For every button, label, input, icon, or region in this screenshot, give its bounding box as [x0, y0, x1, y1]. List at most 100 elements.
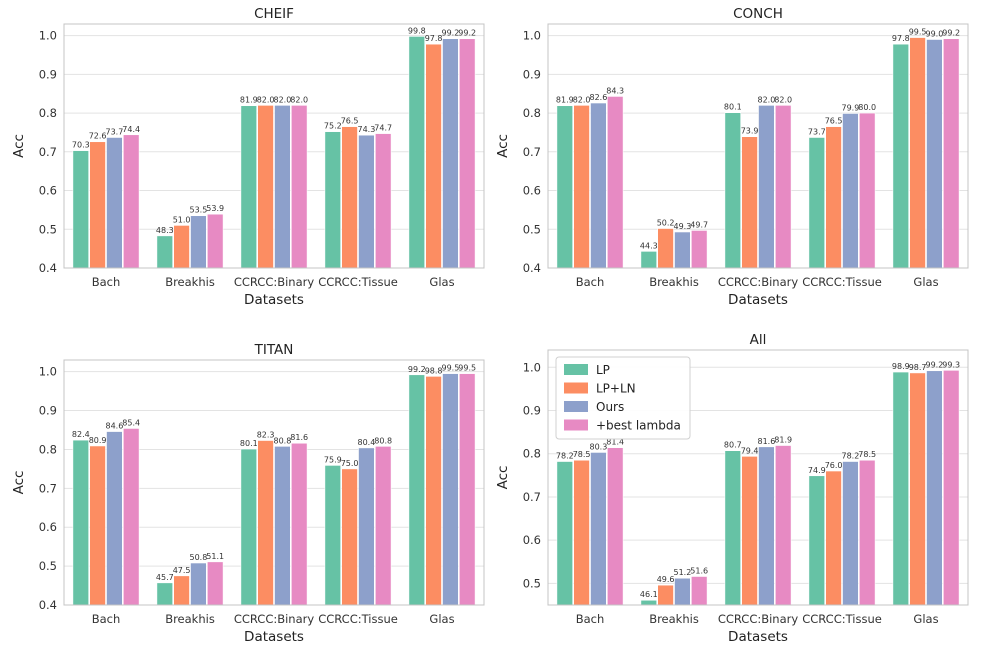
bar-value-label: 85.4 — [122, 418, 140, 427]
bar-value-label: 74.9 — [808, 466, 826, 475]
bar — [72, 439, 90, 606]
y-tick-label: 0.5 — [523, 222, 541, 236]
plot-frame — [63, 23, 485, 269]
bar-value-label: 80.7 — [724, 441, 742, 450]
x-tick-label: Bach — [576, 275, 605, 289]
bar — [458, 373, 476, 606]
legend-label: LP — [596, 363, 610, 377]
bar-value-label: 82.0 — [257, 95, 275, 104]
bar — [573, 459, 590, 606]
bar — [173, 575, 190, 606]
bar-value-label: 74.7 — [374, 124, 392, 133]
y-tick-label: 0.6 — [39, 520, 57, 534]
bar-value-label: 80.1 — [724, 103, 742, 112]
legend-label: LP+LN — [596, 382, 636, 396]
legend-box — [555, 356, 691, 440]
bar-value-label: 74.3 — [357, 125, 375, 134]
bar — [156, 235, 173, 269]
bar-value-label: 80.8 — [273, 436, 291, 445]
x-tick-label: CCRCC:Tissue — [802, 275, 882, 289]
y-axis-label: Acc — [11, 471, 27, 495]
x-axis-label: Datasets — [244, 629, 304, 645]
bar-value-label: 44.3 — [640, 241, 658, 250]
y-tick-label: 0.7 — [39, 145, 57, 159]
x-tick-label: Glas — [429, 275, 454, 289]
bar-value-label: 47.5 — [173, 566, 191, 575]
bar-value-label: 51.6 — [690, 566, 708, 575]
bar — [425, 43, 442, 269]
bar-value-label: 82.0 — [757, 95, 775, 104]
y-tick-label: 0.8 — [523, 106, 541, 120]
bar-value-label: 76.5 — [341, 117, 359, 126]
legend-label: +best lambda — [596, 419, 681, 433]
y-tick-label: 0.6 — [39, 184, 57, 198]
bar-value-label: 79.4 — [741, 446, 759, 455]
bar-value-label: 99.2 — [942, 29, 960, 38]
bar-value-label: 78.2 — [841, 452, 859, 461]
bar — [425, 376, 442, 606]
bar-value-label: 81.9 — [240, 96, 258, 105]
bar — [290, 105, 308, 269]
x-tick-label: Breakhis — [649, 612, 699, 626]
legend-swatch — [564, 401, 588, 412]
bar-value-label: 53.5 — [189, 206, 207, 215]
bar-value-label: 75.0 — [341, 459, 359, 468]
bar — [341, 126, 358, 269]
y-tick-label: 1.0 — [39, 29, 57, 43]
bar — [358, 134, 375, 269]
bar — [324, 465, 341, 606]
bar — [842, 461, 859, 606]
bar-value-label: 99.5 — [909, 28, 927, 37]
bar-value-label: 82.0 — [573, 95, 591, 104]
bar — [156, 582, 173, 606]
bar-value-label: 51.0 — [173, 215, 191, 224]
x-tick-label: Bach — [576, 612, 605, 626]
plot-frame — [63, 359, 485, 606]
bar — [774, 445, 792, 606]
x-axis-label: Datasets — [728, 292, 788, 308]
bar-value-label: 81.6 — [290, 433, 308, 442]
bar — [640, 251, 658, 269]
bar-value-label: 81.9 — [556, 96, 574, 105]
bar-value-label: 49.7 — [690, 220, 708, 229]
x-tick-label: CCRCC:Binary — [234, 275, 315, 289]
y-tick-label: 0.7 — [523, 490, 541, 504]
y-tick-label: 0.4 — [39, 598, 57, 612]
bar-value-label: 79.9 — [841, 103, 859, 112]
bar — [758, 446, 775, 606]
y-tick-label: 0.5 — [39, 222, 57, 236]
bar-value-label: 82.4 — [72, 430, 90, 439]
bar-value-label: 75.2 — [324, 122, 342, 131]
panel-title: CHEIF — [254, 6, 294, 22]
x-tick-label: Glas — [913, 275, 938, 289]
bar-value-label: 98.7 — [909, 363, 927, 372]
bar — [257, 105, 274, 269]
y-tick-label: 0.6 — [523, 533, 541, 547]
bar — [858, 459, 876, 606]
bar — [690, 576, 708, 606]
x-tick-label: CCRCC:Tissue — [802, 612, 882, 626]
y-tick-label: 1.0 — [523, 360, 541, 374]
x-tick-label: Bach — [92, 275, 121, 289]
bar-value-label: 97.8 — [892, 34, 910, 43]
bar — [858, 112, 876, 269]
x-tick-label: Glas — [429, 612, 454, 626]
bar — [741, 136, 758, 269]
bar — [926, 370, 943, 606]
bar — [590, 102, 607, 269]
y-tick-label: 0.7 — [39, 481, 57, 495]
bar — [808, 137, 826, 269]
panel-title: CONCH — [733, 6, 783, 22]
bar-value-label: 99.5 — [441, 364, 459, 373]
bar — [458, 38, 476, 269]
x-tick-label: CCRCC:Binary — [718, 612, 799, 626]
bar-value-label: 80.1 — [240, 439, 258, 448]
bar — [240, 448, 257, 606]
bar-value-label: 76.5 — [825, 117, 843, 126]
bar-value-label: 48.3 — [156, 226, 174, 235]
bar — [842, 113, 859, 269]
bar-value-label: 50.8 — [189, 553, 207, 562]
bar — [606, 96, 624, 269]
x-tick-label: Bach — [92, 612, 121, 626]
